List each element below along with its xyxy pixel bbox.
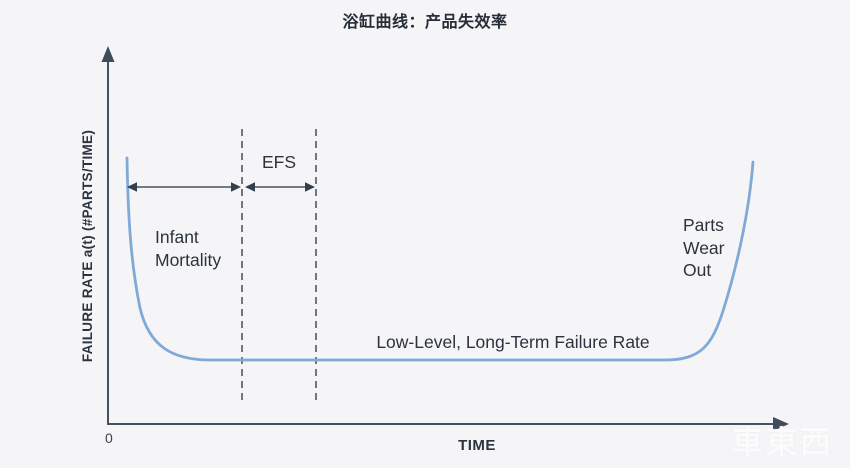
low-level-failure-rate-label: Low-Level, Long-Term Failure Rate [376, 332, 649, 352]
infant-mortality-label-line1: Infant [155, 227, 199, 247]
origin-tick-label: 0 [105, 430, 113, 446]
parts-wear-out-label-line1: Parts [683, 215, 724, 235]
efs-label: EFS [262, 152, 296, 172]
arrow-right-head-icon [231, 182, 241, 192]
efs-arrow-left-head-icon [245, 182, 255, 192]
parts-wear-out-label-line2: Wear [683, 238, 725, 258]
failure-rate-curve [125, 156, 755, 362]
x-axis-arrow-icon [773, 417, 789, 431]
arrow-left-head-icon [127, 182, 137, 192]
y-axis-arrow-icon [101, 46, 115, 62]
watermark-logo: 車東西 [732, 425, 834, 460]
infant-mortality-label-line2: Mortality [155, 250, 221, 270]
x-axis-title: TIME [458, 437, 496, 454]
parts-wear-out-label-line3: Out [683, 260, 711, 280]
figure-title: 浴缸曲线：产品失效率 [342, 14, 508, 31]
y-axis-title: FAILURE RATE a(t) (#PARTS/TIME) [80, 130, 95, 362]
efs-arrow-right-head-icon [305, 182, 315, 192]
